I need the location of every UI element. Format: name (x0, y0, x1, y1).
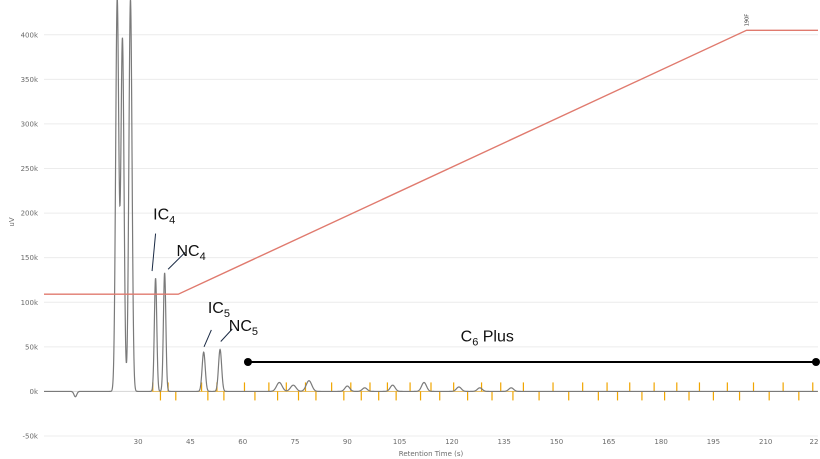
x-tick-label: 180 (654, 438, 667, 446)
x-tick-label: 120 (445, 438, 458, 446)
callout-line (167, 251, 186, 270)
x-tick-label: 195 (707, 438, 720, 446)
range-bar-end-dot (812, 357, 820, 366)
x-tick-label: 75 (291, 438, 300, 446)
y-tick-label: 200k (21, 210, 39, 218)
x-axis-tick-labels: 30 45 60 75 90 105 120 135 150 165 180 195 210 22 (134, 438, 819, 446)
y-axis-tick-labels: -50k 0k 50k 100k 150k 200k 250k 300k 350k 400k (21, 31, 39, 440)
x-tick-label: 105 (393, 438, 406, 446)
x-tick-label: 135 (498, 438, 511, 446)
peak-annotation: IC5 (208, 300, 230, 320)
callout-line (220, 328, 233, 342)
x-tick-label: 165 (602, 438, 615, 446)
y-tick-label: 350k (21, 76, 39, 84)
x-tick-label: 210 (759, 438, 772, 446)
x-tick-label: 60 (238, 438, 247, 446)
x-tick-label: 22 (810, 438, 819, 446)
y-axis-title: uV (8, 217, 16, 226)
temperature-trace (44, 29, 818, 295)
y-tick-label: 100k (21, 299, 39, 307)
signal-trace (44, 0, 818, 398)
peak-annotation: IC4 (153, 206, 175, 226)
grid-lines (44, 34, 818, 437)
callout-line (203, 329, 212, 348)
y-tick-label: 150k (21, 254, 39, 262)
range-bar-start-dot (243, 357, 252, 366)
y-tick-label: 300k (21, 120, 39, 128)
y-tick-label: -50k (23, 433, 39, 441)
y-tick-label: 0k (29, 388, 38, 396)
x-tick-label: 30 (134, 438, 143, 446)
y-tick-label: 250k (21, 165, 39, 173)
x-tick-label: 45 (186, 438, 195, 446)
peak-annotation: NC5 (229, 318, 258, 338)
c6-plus-range-bar (243, 357, 820, 366)
peak-annotation: C6 Plus (461, 328, 514, 348)
peak-annotation: NC4 (176, 243, 205, 263)
callout-lines (151, 233, 233, 348)
x-tick-label: 90 (343, 438, 352, 446)
temperature-label: 190F (745, 14, 751, 27)
y-tick-label: 400k (21, 31, 39, 39)
y-tick-label: 50k (25, 343, 39, 351)
x-axis-title: Retention Time (s) (399, 450, 464, 458)
series-group (44, 0, 818, 398)
callout-line (151, 233, 157, 272)
x-tick-label: 150 (550, 438, 563, 446)
